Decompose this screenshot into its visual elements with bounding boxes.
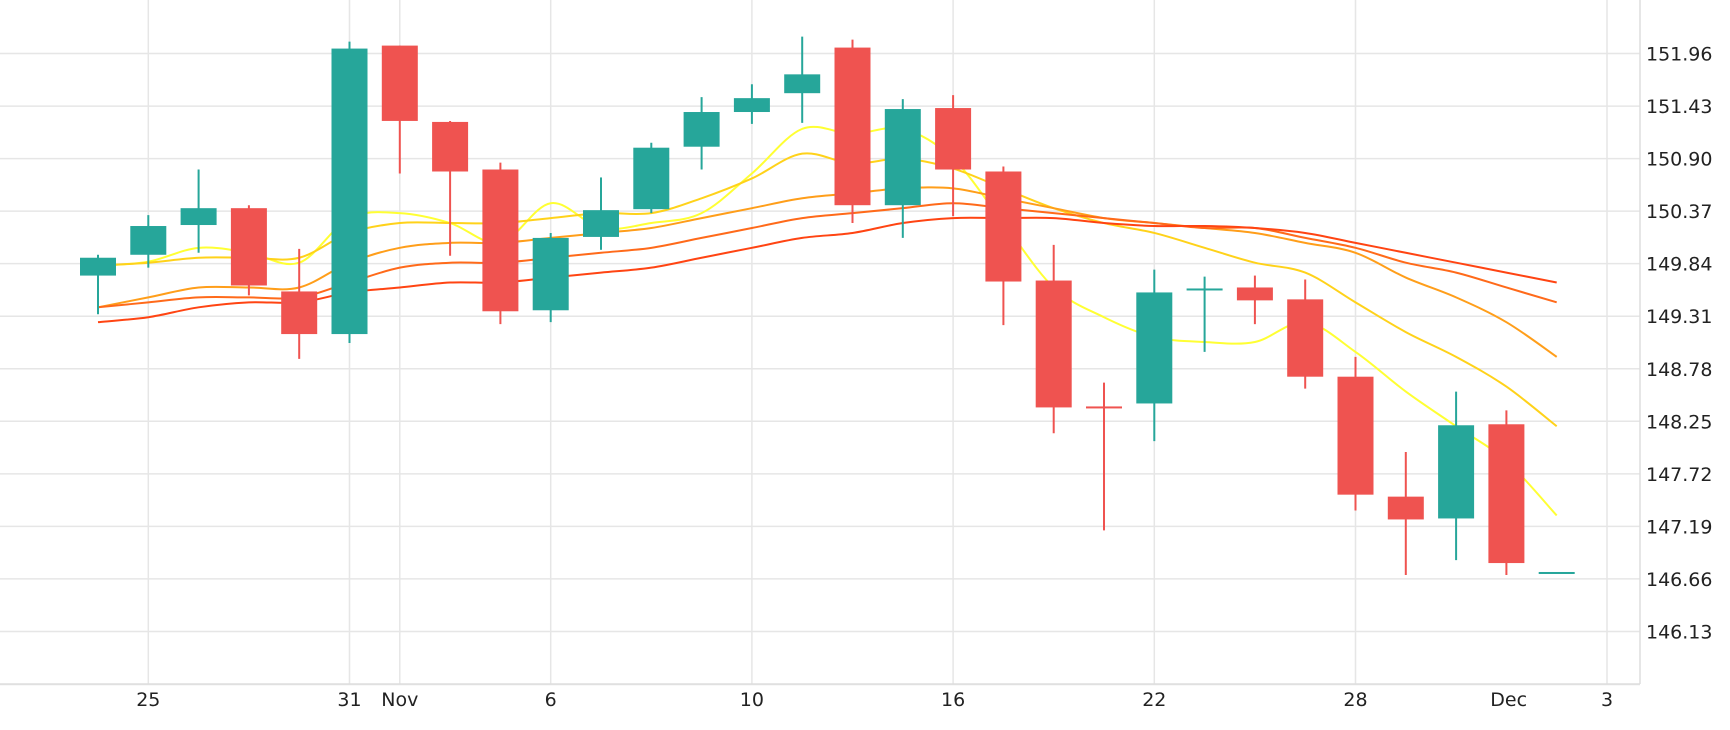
x-tick-label: 28 (1343, 689, 1367, 711)
candle-body (1136, 292, 1173, 404)
horizontal-gridlines (0, 52, 1640, 686)
candle (1538, 571, 1575, 574)
y-tick-label: 146.13 (1646, 621, 1712, 643)
candle (985, 166, 1022, 326)
x-axis-tick-labels: 25 31 Nov 6 10 16 22 28 Dec 3 (136, 689, 1613, 711)
candle-body (1287, 299, 1324, 377)
y-axis-tick-labels: 151.96 151.43 150.90 150.37 149.84 149.31 148.… (1646, 44, 1712, 644)
candle-body (683, 112, 720, 147)
candle-body (230, 208, 267, 286)
candle-body (1186, 288, 1223, 291)
candle (935, 95, 972, 217)
candle (733, 84, 770, 124)
y-tick-label: 150.37 (1646, 201, 1712, 223)
x-tick-label: 6 (545, 689, 557, 711)
x-tick-label: 25 (136, 689, 160, 711)
candle (834, 39, 871, 224)
y-tick-label: 149.84 (1646, 254, 1712, 276)
candle-body (1236, 287, 1273, 301)
candle-body (432, 121, 469, 172)
y-tick-label: 146.66 (1646, 569, 1712, 591)
y-tick-label: 150.90 (1646, 149, 1712, 171)
candle-body (784, 74, 821, 94)
candle (784, 36, 821, 123)
x-tick-label: 22 (1142, 689, 1166, 711)
candle-body (834, 47, 871, 206)
y-tick-label: 148.25 (1646, 411, 1712, 433)
candle (1438, 391, 1475, 561)
candle-body (1035, 280, 1072, 408)
x-tick-label: 10 (740, 689, 764, 711)
candle (1287, 279, 1324, 389)
candle (1236, 275, 1273, 325)
candle-body (331, 48, 368, 335)
candle (381, 45, 418, 174)
candle (331, 41, 368, 343)
candle-body (532, 237, 569, 311)
candle-body (583, 210, 619, 237)
candle (482, 162, 519, 325)
candle-body (381, 45, 418, 121)
axis-lines (0, 0, 1641, 685)
candle (1387, 452, 1424, 575)
candle (180, 169, 217, 253)
candle (281, 248, 318, 359)
candle (1086, 382, 1122, 531)
candle (532, 232, 569, 323)
candle (230, 205, 267, 296)
candle (884, 99, 921, 238)
x-tick-label: 3 (1601, 689, 1613, 711)
y-tick-label: 148.78 (1646, 359, 1712, 381)
candle-body (130, 226, 167, 255)
y-tick-label: 147.19 (1646, 516, 1712, 538)
candle (1488, 410, 1525, 575)
candle-body (733, 98, 770, 113)
candle (1136, 269, 1173, 442)
candle-body (1086, 406, 1122, 409)
candle (1186, 276, 1223, 352)
y-tick-label: 147.72 (1646, 464, 1712, 486)
y-tick-label: 151.43 (1646, 96, 1712, 118)
candle-body (1337, 376, 1374, 495)
candle (1337, 356, 1374, 511)
y-tick-label: 149.31 (1646, 306, 1712, 328)
candle-body (1438, 425, 1475, 519)
candle (432, 120, 469, 256)
candle-body (180, 208, 217, 226)
candle (683, 97, 720, 170)
x-tick-label: 31 (337, 689, 361, 711)
candles (80, 36, 1575, 575)
candle-body (80, 257, 116, 276)
candle-body (482, 169, 519, 312)
y-tick-label: 151.96 (1646, 44, 1712, 66)
candle-body (1488, 424, 1525, 564)
x-tick-label: 16 (941, 689, 965, 711)
candle-body (1538, 571, 1575, 574)
x-tick-label: Dec (1490, 689, 1527, 711)
candle-body (281, 291, 318, 335)
candle (130, 215, 167, 268)
x-tick-label: Nov (381, 689, 418, 711)
candle-body (1387, 496, 1424, 520)
candle (633, 142, 670, 214)
candle-body (884, 109, 921, 206)
candle (1035, 244, 1072, 434)
candle-body (633, 147, 670, 210)
candle (80, 254, 116, 315)
candle-body (935, 108, 972, 170)
candle-body (985, 171, 1022, 282)
candle (583, 177, 619, 250)
